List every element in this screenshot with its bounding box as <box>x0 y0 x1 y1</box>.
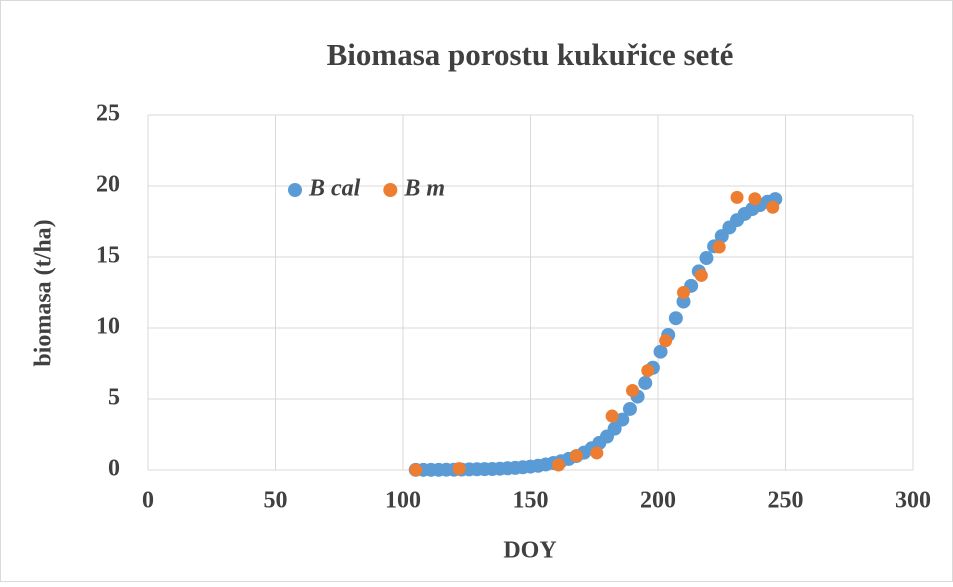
y-tick-label: 5 <box>108 385 120 411</box>
point <box>653 344 668 359</box>
x-axis-label: DOY <box>503 538 556 564</box>
legend-label: B cal <box>308 176 361 202</box>
x-tick-label: 250 <box>768 488 804 514</box>
point <box>590 446 604 460</box>
y-axis-label: biomasa (t/ha) <box>31 219 57 366</box>
point <box>659 334 673 348</box>
point <box>748 192 762 206</box>
point <box>452 462 466 476</box>
point <box>638 375 653 390</box>
y-tick-label: 10 <box>96 314 120 340</box>
point <box>699 250 714 265</box>
y-tick-label: 20 <box>96 172 120 198</box>
point <box>409 463 423 477</box>
y-tick-label: 15 <box>96 243 120 269</box>
x-tick-label: 150 <box>513 488 549 514</box>
point <box>605 409 619 423</box>
point <box>766 200 780 214</box>
point <box>552 458 566 472</box>
marks <box>408 190 783 477</box>
point <box>668 311 683 326</box>
point <box>677 286 690 299</box>
x-tick-label: 0 <box>142 488 154 514</box>
point <box>694 268 708 282</box>
legend-marker <box>288 183 302 197</box>
y-tick-label: 0 <box>108 456 120 482</box>
legend: B cal B m <box>288 176 445 202</box>
point <box>622 401 637 416</box>
point <box>569 449 583 463</box>
point <box>712 240 726 254</box>
y-tick-label: 25 <box>96 101 120 127</box>
x-tick-label: 100 <box>385 488 421 514</box>
x-tick-label: 50 <box>264 488 288 514</box>
point <box>676 294 691 309</box>
legend-label: B m <box>403 176 445 202</box>
point <box>615 412 630 427</box>
x-tick-label: 300 <box>895 488 931 514</box>
chart-title: Biomasa porostu kukuřice seté <box>327 37 734 72</box>
point <box>626 383 639 397</box>
point <box>641 364 655 378</box>
point <box>730 190 744 204</box>
legend-marker <box>383 183 398 197</box>
x-tick-label: 200 <box>640 488 676 514</box>
